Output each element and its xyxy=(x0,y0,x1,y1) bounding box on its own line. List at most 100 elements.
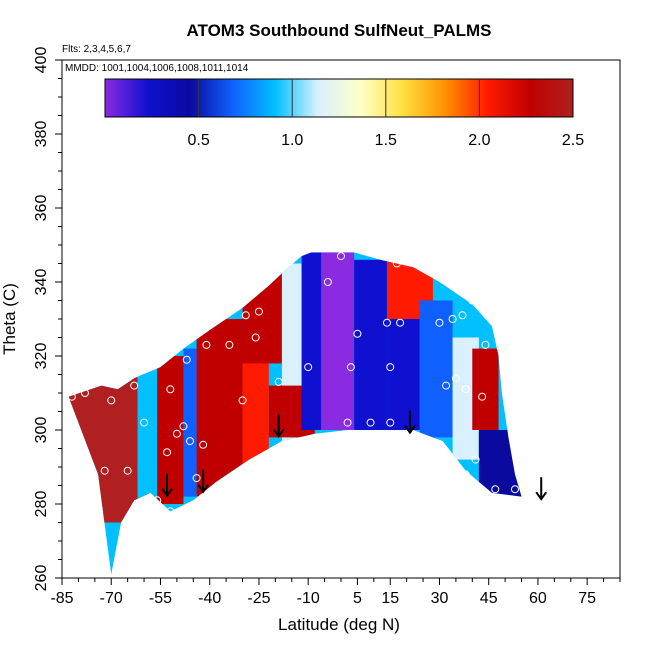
sample-point xyxy=(435,318,444,327)
field-cell xyxy=(137,370,158,512)
flight-arrow xyxy=(404,410,416,435)
sample-point xyxy=(153,496,162,505)
sample-point xyxy=(251,333,260,342)
sample-point xyxy=(366,418,375,427)
sample-point xyxy=(353,329,362,338)
colorbar-tick-label: 1.0 xyxy=(281,132,303,149)
sample-point xyxy=(392,259,401,268)
x-tick-label: 15 xyxy=(381,590,399,607)
flights-annotation: Flts: 2,3,4,5,6,7 xyxy=(62,44,131,55)
field-cell xyxy=(183,348,197,497)
sample-point xyxy=(163,448,172,457)
sample-point xyxy=(461,385,470,394)
sample-point xyxy=(80,389,89,397)
sample-point xyxy=(481,340,490,349)
sample-points xyxy=(67,252,519,516)
sample-point xyxy=(130,381,139,390)
sample-point xyxy=(274,377,283,386)
sample-point xyxy=(100,466,109,475)
sample-point xyxy=(67,392,76,401)
colorbar-ticks: 0.5 1.0 1.5 2.0 2.5 xyxy=(187,79,584,149)
sample-point xyxy=(451,374,460,383)
plot-area: MMDD: 1001,1004,1006,1008,1011,1014 xyxy=(61,59,621,579)
x-tick-label: -10 xyxy=(297,590,320,607)
x-tick-label: 60 xyxy=(529,590,547,607)
colorbar-tick-label: 1.5 xyxy=(375,132,397,149)
sample-point xyxy=(458,311,467,320)
sample-point xyxy=(182,355,191,364)
x-tick-label: 45 xyxy=(480,590,498,607)
sample-point xyxy=(166,507,175,516)
sample-point xyxy=(337,252,345,261)
y-tick-label: 380 xyxy=(33,121,50,148)
sample-point xyxy=(238,396,247,405)
x-tick-label: -70 xyxy=(100,590,123,607)
colorbar-tick-label: 2.0 xyxy=(468,132,490,149)
sample-point xyxy=(343,418,352,427)
colorbar-bar xyxy=(104,78,574,118)
y-tick-label: 340 xyxy=(33,269,50,296)
sample-point xyxy=(386,363,395,372)
sample-point xyxy=(304,363,313,372)
field-cell xyxy=(242,356,269,467)
colorbar-tick-label: 2.5 xyxy=(562,132,584,149)
flight-arrow xyxy=(161,473,173,498)
field-cell xyxy=(478,430,522,497)
mmdd-annotation: MMDD: 1001,1004,1006,1008,1011,1014 xyxy=(65,63,249,74)
x-tick-label: -25 xyxy=(247,590,270,607)
sulfneut-field xyxy=(68,252,522,575)
y-tick-label: 400 xyxy=(33,47,50,74)
x-tick-label: 75 xyxy=(578,590,596,607)
x-tick-label: -40 xyxy=(198,590,221,607)
field-cell xyxy=(157,356,184,504)
sample-point xyxy=(478,392,487,401)
sample-point xyxy=(179,422,188,431)
field-cell xyxy=(354,259,387,430)
sample-point xyxy=(186,437,195,446)
y-tick-label: 280 xyxy=(33,491,50,518)
sample-point xyxy=(382,318,391,327)
flight-arrow xyxy=(535,477,548,501)
x-tick-label: -55 xyxy=(149,590,172,607)
sample-point xyxy=(491,485,500,494)
sample-point xyxy=(386,418,395,427)
sample-point xyxy=(254,307,263,316)
y-axis: 260 280 300 320 340 360 380 400 xyxy=(33,47,62,591)
sample-point xyxy=(202,340,211,349)
sample-point xyxy=(468,296,477,305)
sample-point xyxy=(199,440,208,449)
y-tick-label: 360 xyxy=(33,195,50,222)
x-tick-label: 5 xyxy=(353,590,362,607)
sample-point xyxy=(123,466,132,475)
sample-point xyxy=(442,381,451,390)
y-tick-label: 300 xyxy=(33,417,50,444)
flight-arrows xyxy=(161,410,548,501)
sample-point xyxy=(346,363,355,372)
colorbar: 0.5 1.0 1.5 2.0 2.5 xyxy=(104,78,584,149)
sample-point xyxy=(166,385,175,394)
field-cell xyxy=(472,348,499,430)
y-axis-label: Theta (C) xyxy=(0,283,19,355)
x-axis-label: Latitude (deg N) xyxy=(278,615,400,634)
field-cell xyxy=(386,319,420,430)
sample-point xyxy=(448,315,457,323)
flight-arrow xyxy=(272,414,285,439)
sample-point xyxy=(120,370,129,379)
flight-arrow xyxy=(197,469,209,494)
sample-point xyxy=(140,418,149,427)
field-cell xyxy=(301,252,322,430)
field-cell xyxy=(196,319,243,497)
colorbar-tick-label: 0.5 xyxy=(187,132,209,149)
sample-point xyxy=(461,470,470,479)
sample-point xyxy=(241,311,250,320)
sample-point xyxy=(471,455,480,464)
sample-point xyxy=(192,474,201,483)
sample-point xyxy=(510,485,519,494)
sample-point xyxy=(396,318,405,327)
field-cell xyxy=(321,252,355,430)
x-tick-label: 30 xyxy=(431,590,449,607)
y-tick-label: 320 xyxy=(33,343,50,370)
sample-point xyxy=(323,278,332,286)
chart-title: ATOM3 Southbound SulfNeut_PALMS xyxy=(186,21,491,40)
